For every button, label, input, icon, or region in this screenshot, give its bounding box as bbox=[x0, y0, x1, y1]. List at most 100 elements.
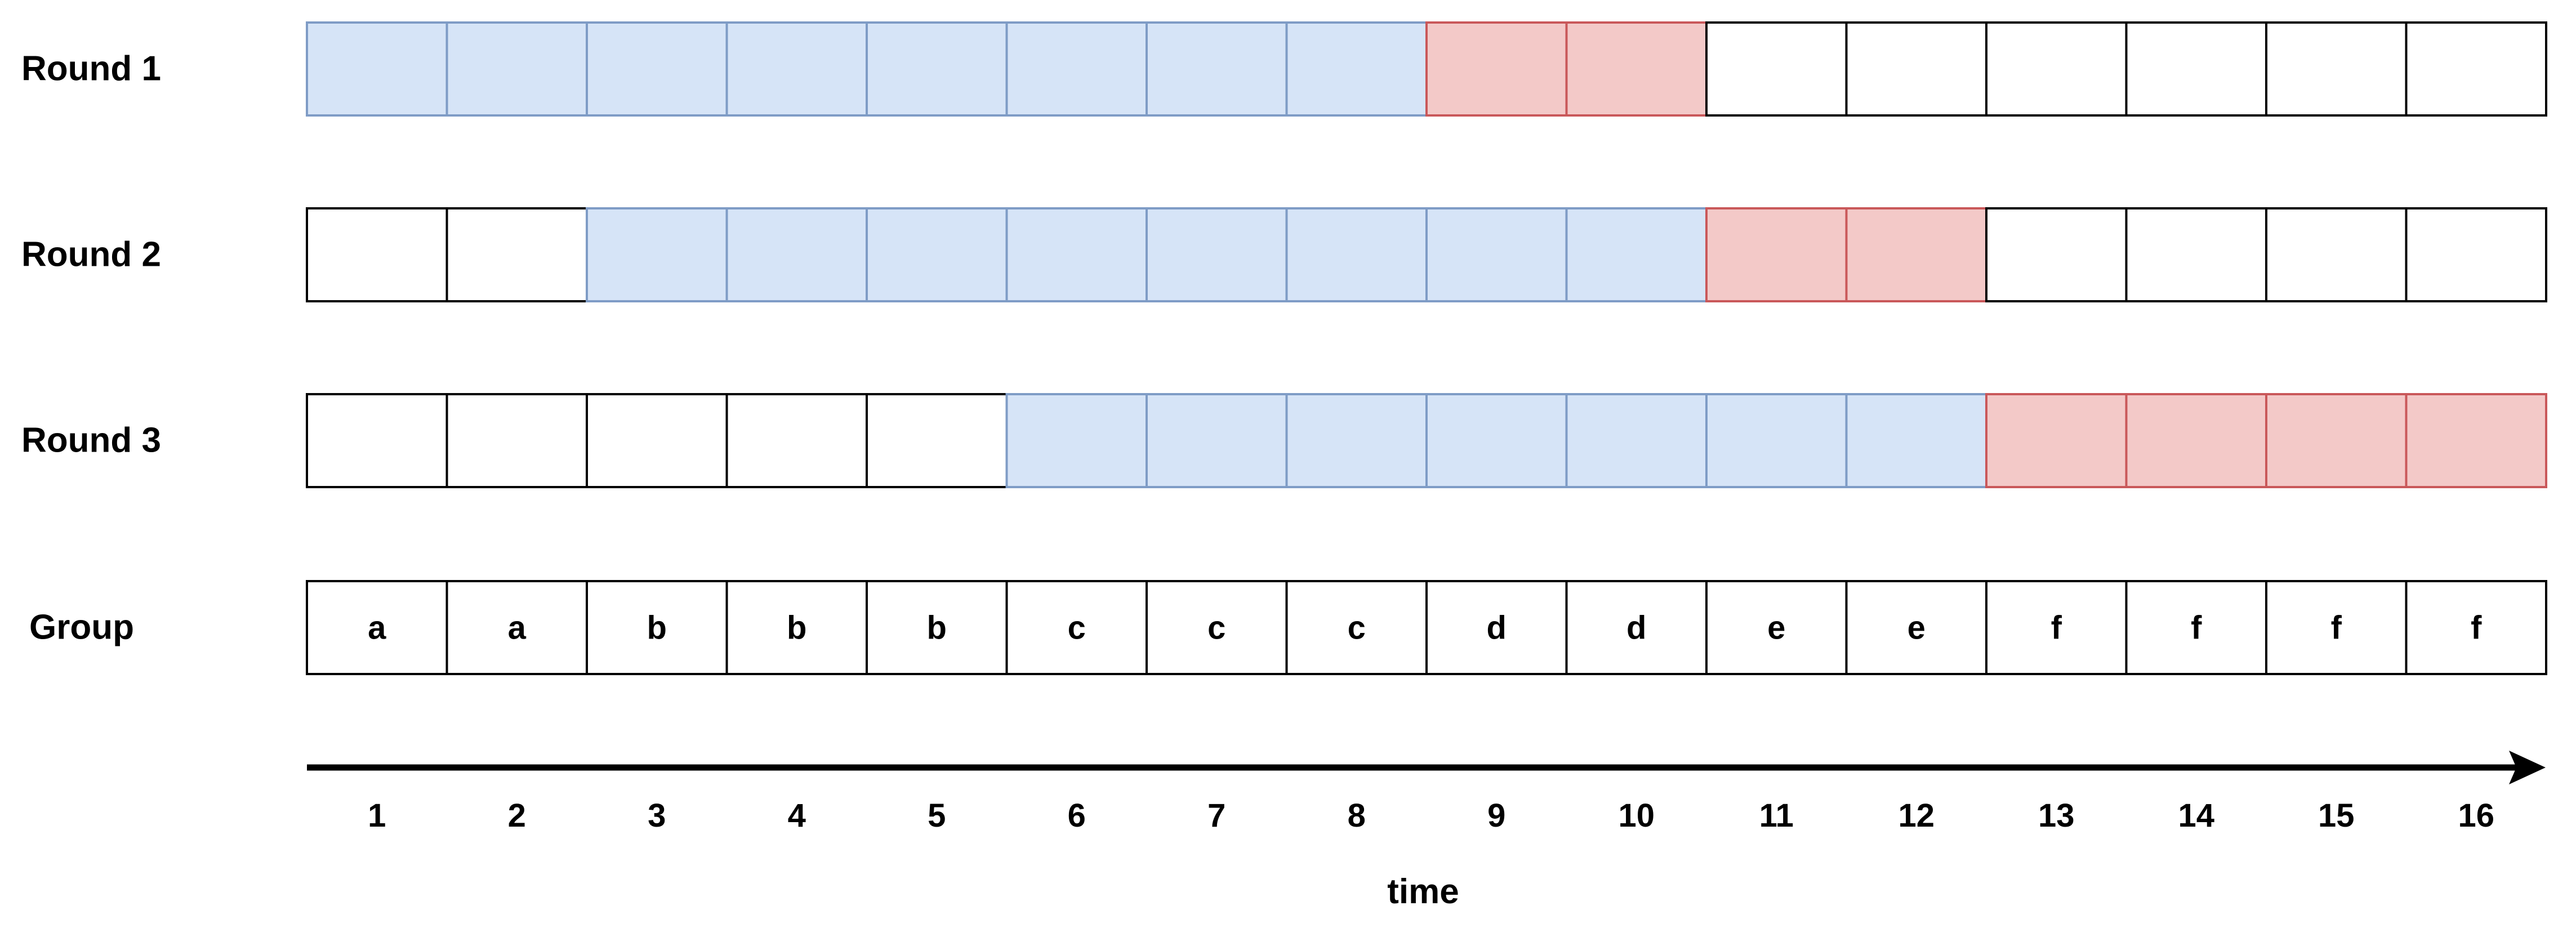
round-cell-red bbox=[1845, 207, 1987, 302]
round-row-2: Round 2 bbox=[21, 207, 2547, 302]
round-cell-blue bbox=[1146, 21, 1288, 117]
group-cell-letter: f bbox=[2471, 610, 2482, 646]
time-tick-label: 3 bbox=[648, 797, 666, 834]
round-cell-white bbox=[306, 207, 448, 302]
round-cell-blue bbox=[586, 21, 728, 117]
time-tick-label: 1 bbox=[368, 797, 386, 834]
round-cell-red bbox=[1705, 207, 1848, 302]
round-cell-red bbox=[1425, 21, 1568, 117]
time-tick-label: 15 bbox=[2318, 797, 2355, 834]
time-tick-label: 13 bbox=[2038, 797, 2075, 834]
round-cell-blue bbox=[1565, 393, 1708, 488]
time-axis-title: time bbox=[1387, 872, 1459, 911]
time-tick-label: 5 bbox=[928, 797, 946, 834]
group-cell-letter: b bbox=[927, 610, 947, 646]
round-cell-white bbox=[2265, 21, 2408, 117]
group-cell-letter: f bbox=[2051, 610, 2062, 646]
time-tick-label: 2 bbox=[508, 797, 526, 834]
round-cell-white bbox=[2405, 21, 2547, 117]
round-cell-blue bbox=[1845, 393, 1987, 488]
time-axis: 1 2 3 4 5 6 7 8 9 10 11 12 13 14 15 16 time bbox=[307, 751, 2546, 911]
round-cell-white bbox=[2125, 21, 2267, 117]
group-cell bbox=[586, 580, 728, 675]
group-cell-letter: d bbox=[1626, 610, 1646, 646]
group-cell bbox=[445, 580, 588, 675]
time-tick-label: 16 bbox=[2458, 797, 2494, 834]
time-tick-label: 11 bbox=[1759, 797, 1794, 834]
round-cell-blue bbox=[1285, 207, 1428, 302]
round-cell-white bbox=[1985, 207, 2128, 302]
round-cell-blue bbox=[866, 21, 1008, 117]
group-cell-letter: b bbox=[647, 610, 667, 646]
round-cell-blue bbox=[1146, 393, 1288, 488]
round-cell-blue bbox=[1005, 21, 1148, 117]
round-cell-white bbox=[866, 393, 1008, 488]
group-cell bbox=[1845, 580, 1987, 675]
time-axis-arrowhead bbox=[2509, 751, 2546, 784]
round-label: Round 1 bbox=[21, 50, 161, 88]
group-cell-letter: d bbox=[1487, 610, 1507, 646]
round-row-3: Round 3 bbox=[21, 393, 2547, 488]
group-row: Group a a b b b c c c d d e e f f f f bbox=[29, 580, 2547, 675]
group-cell-letter: c bbox=[1207, 610, 1225, 646]
group-cell bbox=[1985, 580, 2128, 675]
round-cell-white bbox=[2405, 207, 2547, 302]
round-cell-white bbox=[445, 207, 588, 302]
time-tick-label: 12 bbox=[1898, 797, 1935, 834]
round-cell-blue bbox=[1425, 393, 1568, 488]
time-tick-label: 4 bbox=[788, 797, 806, 834]
group-cell-letter: c bbox=[1348, 610, 1366, 646]
group-cell bbox=[1146, 580, 1288, 675]
round-cell-blue bbox=[1565, 207, 1708, 302]
time-tick-label: 14 bbox=[2178, 797, 2214, 834]
group-cell bbox=[1285, 580, 1428, 675]
group-cell bbox=[1425, 580, 1568, 675]
group-cell-letter: a bbox=[368, 610, 386, 646]
round-cell-blue bbox=[1005, 207, 1148, 302]
round-cell-blue bbox=[1705, 393, 1848, 488]
round-cell-blue bbox=[1146, 207, 1288, 302]
group-cell-letter: b bbox=[787, 610, 806, 646]
group-cell-letter: f bbox=[2191, 610, 2202, 646]
time-tick-label: 10 bbox=[1618, 797, 1655, 834]
group-cell bbox=[2125, 580, 2267, 675]
round-cell-white bbox=[306, 393, 448, 488]
round-cell-white bbox=[1985, 21, 2128, 117]
round-row-1: Round 1 bbox=[21, 21, 2547, 117]
group-cell-letter: e bbox=[1908, 610, 1926, 646]
round-cell-blue bbox=[306, 21, 448, 117]
round-cell-red bbox=[1565, 21, 1708, 117]
time-tick-label: 6 bbox=[1068, 797, 1086, 834]
round-cell-white bbox=[445, 393, 588, 488]
group-cell bbox=[866, 580, 1008, 675]
round-cell-red bbox=[2265, 393, 2408, 488]
time-tick-labels: 1 2 3 4 5 6 7 8 9 10 11 12 13 14 15 16 bbox=[368, 797, 2494, 834]
round-cell-white bbox=[2125, 207, 2267, 302]
round-cell-blue bbox=[1285, 21, 1428, 117]
round-cell-blue bbox=[725, 21, 868, 117]
time-tick-label: 9 bbox=[1487, 797, 1505, 834]
group-cell bbox=[1005, 580, 1148, 675]
round-cell-white bbox=[1705, 21, 1848, 117]
round-label: Round 2 bbox=[21, 235, 161, 274]
round-cell-blue bbox=[1005, 393, 1148, 488]
group-cell-letter: f bbox=[2331, 610, 2342, 646]
round-cell-red bbox=[2405, 393, 2547, 488]
group-label: Group bbox=[29, 608, 134, 647]
round-cell-blue bbox=[1425, 207, 1568, 302]
time-tick-label: 8 bbox=[1348, 797, 1366, 834]
round-cell-white bbox=[586, 393, 728, 488]
round-label: Round 3 bbox=[21, 421, 161, 460]
round-cell-blue bbox=[725, 207, 868, 302]
group-cell bbox=[2405, 580, 2547, 675]
group-cell-letter: c bbox=[1068, 610, 1086, 646]
round-cell-white bbox=[725, 393, 868, 488]
round-cell-blue bbox=[445, 21, 588, 117]
group-cell-letter: a bbox=[508, 610, 527, 646]
round-cell-blue bbox=[866, 207, 1008, 302]
round-cell-white bbox=[2265, 207, 2408, 302]
rounds-layer: Round 1 Round 2 Round 3 bbox=[21, 21, 2547, 488]
group-cell bbox=[1565, 580, 1708, 675]
group-cell bbox=[306, 580, 448, 675]
